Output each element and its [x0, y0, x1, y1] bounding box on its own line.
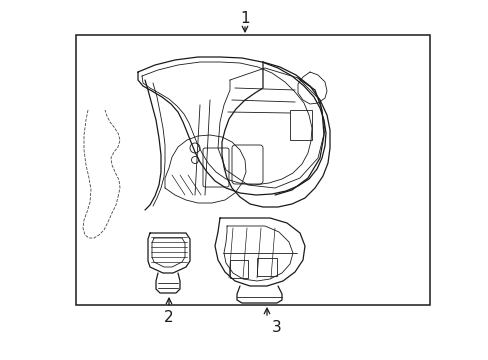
Bar [229, 260, 247, 278]
Text: 3: 3 [271, 320, 281, 334]
Text: 2: 2 [164, 310, 173, 324]
Bar [289, 110, 311, 140]
Bar [257, 258, 276, 276]
Text: 1: 1 [240, 10, 249, 26]
Bar [76, 35, 429, 305]
